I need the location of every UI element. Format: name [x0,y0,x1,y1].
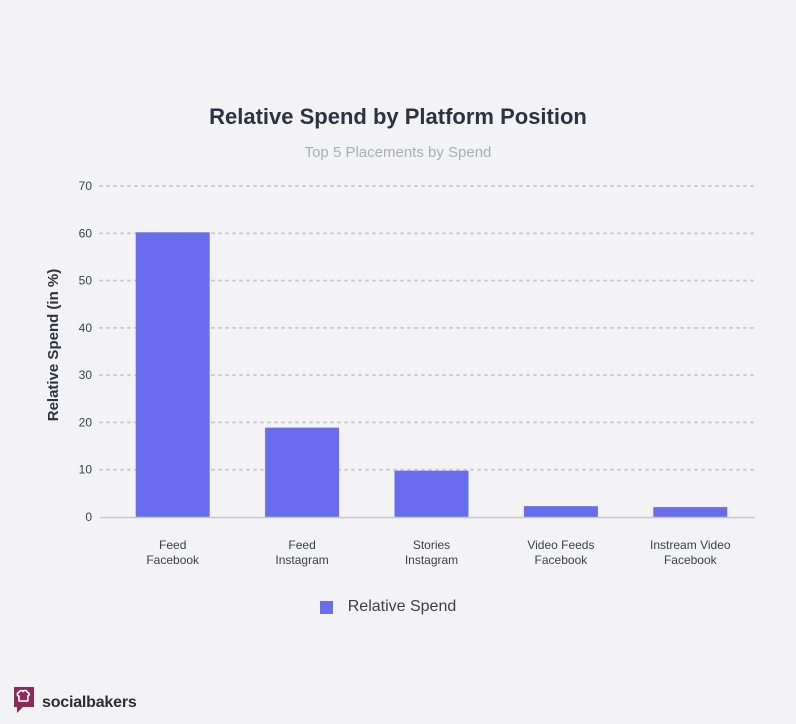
brand-name: socialbakers [42,693,137,711]
x-tick-label: Feed Instagram [275,538,328,567]
x-axis-ticks: Feed Facebook Feed Instagram Stories Instagra… [146,538,731,567]
chart-title: Relative Spend by Platform Position [209,104,587,129]
legend[interactable]: Relative Spend [0,598,796,616]
chart-subtitle: Top 5 Placements by Spend [304,144,492,161]
x-tick-label: Instream Video Facebook [650,538,731,567]
chef-hat-speech-bubble-icon [12,685,36,720]
bars [135,232,728,517]
y-tick-label: 0 [85,510,92,524]
y-tick-label: 40 [79,321,93,335]
bar[interactable] [135,232,210,517]
y-axis-ticks: 0 10 20 30 40 50 60 70 [79,179,93,524]
legend-label: Relative Spend [347,598,457,615]
bar[interactable] [265,427,340,517]
y-tick-label: 60 [79,226,93,240]
y-tick-label: 10 [79,463,93,477]
brand-logo: socialbakers [12,685,137,720]
x-tick-label: Stories Instagram [405,538,458,567]
bar[interactable] [653,507,728,517]
y-tick-label: 20 [79,415,93,429]
y-axis-label: Relative Spend (in %) [45,269,62,422]
x-tick-label: Video Feeds Facebook [527,538,594,567]
y-tick-label: 70 [79,179,93,193]
y-tick-label: 30 [79,368,93,382]
bar[interactable] [394,470,469,517]
legend-swatch [319,600,333,614]
grid-lines [99,185,756,471]
y-tick-label: 50 [79,274,93,288]
bar[interactable] [523,506,598,517]
x-tick-label: Feed Facebook [146,538,200,567]
